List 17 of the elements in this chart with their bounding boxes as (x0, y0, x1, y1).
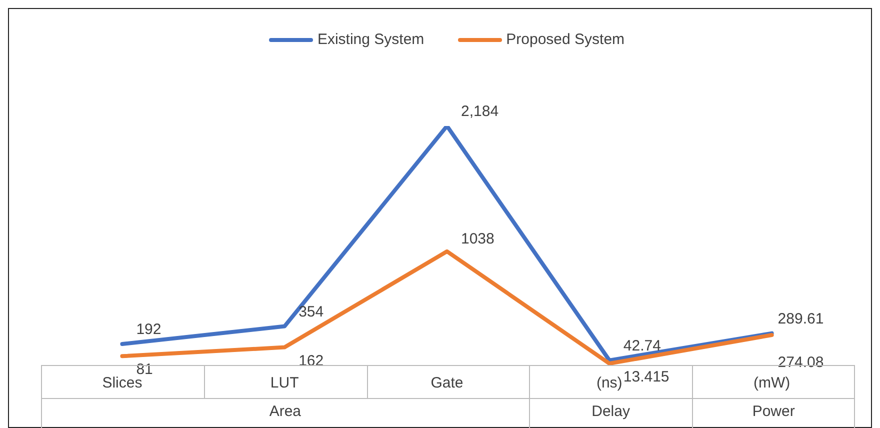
text: Power (751, 403, 796, 420)
data-label: 289.61 (778, 310, 824, 328)
text: Area (268, 403, 302, 420)
x-tick-label: (ns) (596, 374, 622, 392)
data-label: 2,184 (461, 103, 499, 120)
x-tick-label: (mW) (753, 374, 790, 392)
data-label: 13.415 (623, 368, 670, 386)
data-label: 1038 (461, 230, 494, 248)
data-label: 354 (298, 303, 324, 320)
x-tick-label: Gate (430, 374, 464, 392)
data-label: 42.74 (623, 337, 661, 354)
data-label: 192 (136, 320, 162, 338)
x-tick-label: LUT (270, 374, 299, 392)
legend-label: Existing System (316, 31, 424, 48)
x-tick-label: Slices (102, 374, 142, 392)
text: Delay (590, 403, 631, 420)
legend-label: Proposed System (505, 31, 625, 48)
